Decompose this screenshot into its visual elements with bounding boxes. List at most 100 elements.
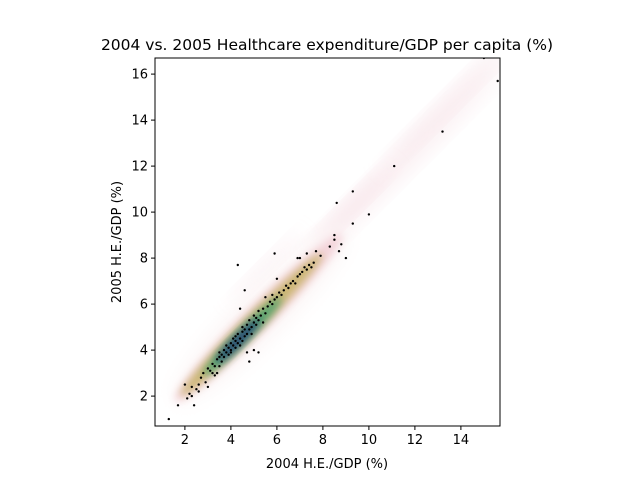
data-point [215,358,219,361]
data-point [273,252,276,255]
density-tail [313,166,392,245]
data-point [301,270,304,274]
data-point [319,254,322,257]
data-point [307,263,311,267]
x-tick-label: 14 [453,433,470,448]
data-point [211,371,214,375]
data-point [344,256,348,260]
data-point [333,238,336,241]
data-point [287,286,290,290]
y-tick-label: 16 [131,68,148,83]
data-point [441,130,444,133]
data-point [351,222,354,225]
data-point [232,344,235,347]
data-point [289,282,292,285]
x-axis: 2 4 6 8 10 12 14 [181,426,469,448]
data-point [199,376,203,379]
data-point [218,351,221,354]
data-point [335,201,338,205]
data-point [225,344,228,347]
data-point [252,321,256,324]
data-point [167,417,170,421]
data-point [284,284,288,287]
y-tick-label: 4 [140,344,148,359]
data-point [183,383,187,386]
data-points [167,58,499,421]
data-point [218,355,221,359]
data-point [234,346,237,349]
data-point [243,328,246,331]
data-point [351,190,354,193]
data-point [282,289,285,292]
data-point [190,394,193,398]
plot-frame [154,57,501,427]
data-point [229,351,233,354]
data-point [305,252,308,255]
data-point [255,316,258,320]
data-point [234,335,237,338]
data-point [340,243,343,246]
data-point [238,337,242,340]
data-point [215,371,219,375]
x-tick-label: 2 [181,433,189,448]
x-tick-label: 10 [361,433,378,448]
data-point [204,381,207,384]
data-point [190,385,193,389]
density-tail [229,231,301,303]
data-point [227,346,230,349]
data-point [261,307,265,310]
data-point [197,383,200,386]
data-point [298,256,302,260]
chart-title: 2004 vs. 2005 Healthcare expenditure/GDP… [101,36,553,54]
data-point [220,360,223,363]
data-point [186,397,189,400]
y-axis: 2 4 6 8 10 12 14 16 [131,68,155,405]
data-point [271,302,274,306]
data-point [496,79,499,83]
data-point [202,371,205,375]
data-point [245,332,249,336]
data-point [220,353,223,356]
data-point [305,268,308,271]
data-point [252,348,256,352]
data-point [241,339,244,343]
data-point [280,293,283,297]
data-point [241,325,244,329]
data-point [229,348,233,352]
data-point [393,164,396,168]
data-point [248,360,251,363]
data-point [271,293,274,297]
data-point [225,351,228,354]
data-point [310,266,313,269]
data-point [209,369,212,372]
data-point [248,319,251,322]
data-point [248,328,251,331]
data-point [337,250,341,253]
y-tick-label: 12 [131,160,148,175]
y-tick-label: 8 [140,252,148,267]
data-point [264,296,267,299]
data-point [211,362,214,366]
data-point [241,330,244,333]
y-tick-label: 6 [140,298,148,313]
x-axis-label: 2004 H.E./GDP (%) [266,457,388,472]
data-point [250,325,253,329]
data-point [291,279,295,283]
data-point [192,404,196,407]
data-point [232,337,235,340]
data-point [222,348,226,352]
data-point [273,298,276,301]
data-point [234,339,237,343]
data-point [195,388,198,391]
data-point [227,353,230,356]
data-point [213,374,216,377]
data-point [197,390,200,393]
data-point [238,344,242,347]
data-point [257,351,260,354]
data-point [252,314,256,317]
data-point [206,385,210,389]
y-tick-label: 10 [131,206,148,221]
data-point [243,289,246,292]
data-point [261,321,265,324]
